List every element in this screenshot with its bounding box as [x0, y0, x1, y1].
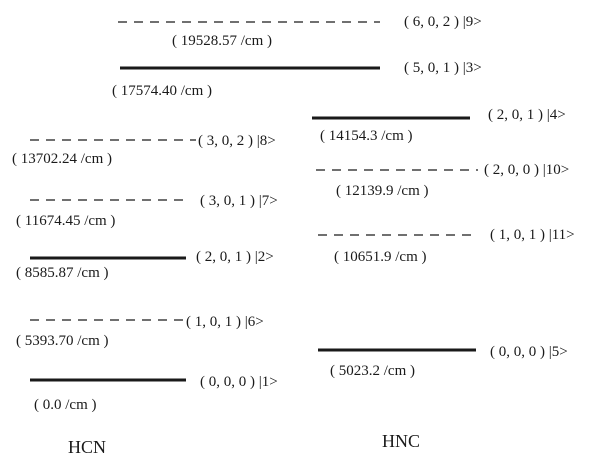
- state-label-hcn-8: ( 3, 0, 2 ) |8>: [198, 133, 276, 149]
- energy-label-hcn-7: ( 11674.45 /cm ): [16, 213, 116, 229]
- energy-label-hcn-3: ( 17574.40 /cm ): [112, 83, 212, 99]
- energy-label-hnc-5: ( 5023.2 /cm ): [330, 363, 415, 379]
- state-label-hnc-11: ( 1, 0, 1 ) |11>: [490, 227, 575, 243]
- energy-label-hcn-1: ( 0.0 /cm ): [34, 397, 97, 413]
- energy-label-hcn-2: ( 8585.87 /cm ): [16, 265, 109, 281]
- energy-label-hcn-9: ( 19528.57 /cm ): [172, 33, 272, 49]
- molecule-label-hcn: HCN: [68, 437, 107, 457]
- state-label-hcn-9: ( 6, 0, 2 ) |9>: [404, 14, 482, 30]
- state-label-hcn-7: ( 3, 0, 1 ) |7>: [200, 193, 278, 209]
- state-label-hnc-5: ( 0, 0, 0 ) |5>: [490, 344, 568, 360]
- state-label-hcn-6: ( 1, 0, 1 ) |6>: [186, 314, 264, 330]
- state-label-hcn-3: ( 5, 0, 1 ) |3>: [404, 60, 482, 76]
- state-label-hnc-10: ( 2, 0, 0 ) |10>: [484, 162, 570, 178]
- energy-label-hcn-6: ( 5393.70 /cm ): [16, 333, 109, 349]
- state-label-hcn-2: ( 2, 0, 1 ) |2>: [196, 249, 274, 265]
- energy-label-hnc-10: ( 12139.9 /cm ): [336, 183, 429, 199]
- energy-label-hcn-8: ( 13702.24 /cm ): [12, 151, 112, 167]
- state-label-hcn-1: ( 0, 0, 0 ) |1>: [200, 374, 278, 390]
- state-label-hnc-4: ( 2, 0, 1 ) |4>: [488, 107, 566, 123]
- energy-label-hnc-11: ( 10651.9 /cm ): [334, 249, 427, 265]
- energy-label-hnc-4: ( 14154.3 /cm ): [320, 128, 413, 144]
- molecule-label-hnc: HNC: [382, 431, 421, 451]
